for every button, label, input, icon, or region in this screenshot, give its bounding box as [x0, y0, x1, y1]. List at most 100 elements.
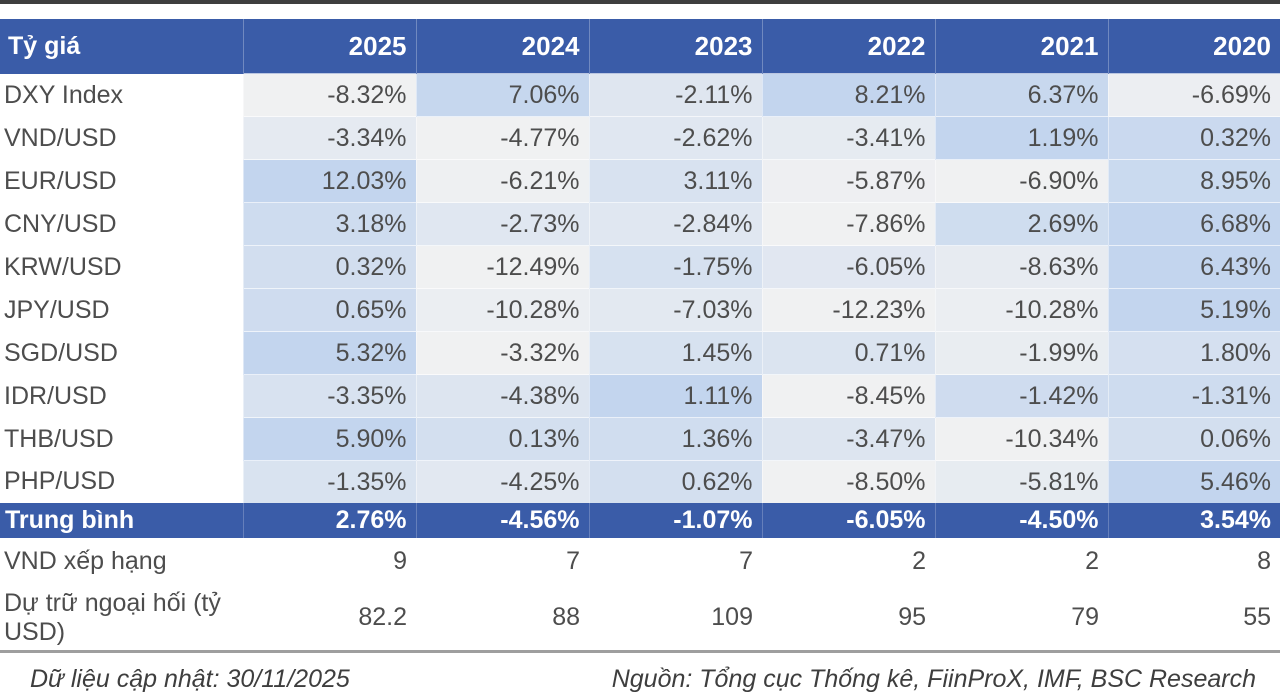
value-cell: -3.41%	[761, 116, 935, 160]
table-row: SGD/USD 5.32% -3.32% 1.45% 0.71% -1.99% 1.80%	[0, 331, 1280, 375]
table-row: VND/USD -3.34% -4.77% -2.62% -3.41% 1.19% 0.32…	[0, 116, 1280, 160]
value-cell: 2.76%	[242, 503, 416, 538]
value-cell: 55	[1108, 585, 1280, 650]
table-row: EUR/USD 12.03% -6.21% 3.11% -5.87% -6.90% 8.95…	[0, 159, 1280, 203]
value-cell: -6.21%	[415, 159, 589, 203]
row-label: JPY/USD	[0, 288, 243, 332]
value-cell: 1.19%	[934, 116, 1108, 160]
top-divider	[0, 0, 1280, 4]
row-label: SGD/USD	[0, 331, 243, 375]
value-cell: -7.86%	[761, 202, 935, 246]
value-cell: -1.75%	[588, 245, 762, 289]
value-cell: -12.23%	[761, 288, 935, 332]
value-cell: -3.32%	[415, 331, 589, 375]
row-label: EUR/USD	[0, 159, 243, 203]
table-header: Tỷ giá 2025 2024 2023 2022 2021 2020	[0, 19, 1280, 74]
value-cell: -4.50%	[934, 503, 1108, 538]
col-header-currency: Tỷ giá	[0, 19, 243, 74]
updated-note: Dữ liệu cập nhật: 30/11/2025	[30, 665, 350, 693]
value-cell: 9	[243, 538, 416, 585]
table-row: THB/USD 5.90% 0.13% 1.36% -3.47% -10.34% 0.06%	[0, 417, 1280, 461]
value-cell: 5.32%	[242, 331, 416, 375]
value-cell: 8	[1108, 538, 1280, 585]
row-label: VND/USD	[0, 116, 243, 160]
value-cell: -5.81%	[934, 460, 1108, 503]
table-row: CNY/USD 3.18% -2.73% -2.84% -7.86% 2.69% 6.68%	[0, 202, 1280, 246]
value-cell: 7	[416, 538, 589, 585]
value-cell: 0.32%	[242, 245, 416, 289]
value-cell: 0.32%	[1107, 116, 1280, 160]
row-label: DXY Index	[0, 73, 243, 117]
value-cell: -8.32%	[242, 73, 416, 117]
value-cell: 1.36%	[588, 417, 762, 461]
value-cell: 7	[589, 538, 762, 585]
row-label: THB/USD	[0, 417, 243, 461]
col-header-year-2020: 2020	[1107, 19, 1280, 74]
col-header-year-2022: 2022	[761, 19, 935, 74]
average-row: Trung bình 2.76% -4.56% -1.07% -6.05% -4.50% 3…	[0, 503, 1280, 538]
value-cell: 3.11%	[588, 159, 762, 203]
value-cell: -6.05%	[761, 245, 935, 289]
value-cell: -6.05%	[761, 503, 935, 538]
value-cell: -1.31%	[1107, 374, 1280, 418]
table-footer: Dữ liệu cập nhật: 30/11/2025 Nguồn: Tổng…	[0, 653, 1280, 694]
value-cell: 82.2	[243, 585, 416, 650]
row-label: Trung bình	[0, 503, 243, 538]
value-cell: 0.06%	[1107, 417, 1280, 461]
source-note: Nguồn: Tổng cục Thống kê, FiinProX, IMF,…	[611, 665, 1256, 693]
value-cell: 7.06%	[415, 73, 589, 117]
value-cell: 1.45%	[588, 331, 762, 375]
value-cell: -4.25%	[415, 460, 589, 503]
table-row: KRW/USD 0.32% -12.49% -1.75% -6.05% -8.63% 6.4…	[0, 245, 1280, 289]
value-cell: -1.42%	[934, 374, 1108, 418]
value-cell: 0.65%	[242, 288, 416, 332]
value-cell: 109	[589, 585, 762, 650]
row-label: PHP/USD	[0, 460, 243, 503]
value-cell: 0.71%	[761, 331, 935, 375]
value-cell: 5.19%	[1107, 288, 1280, 332]
value-cell: -1.99%	[934, 331, 1108, 375]
table-row: IDR/USD -3.35% -4.38% 1.11% -8.45% -1.42% -1.3…	[0, 374, 1280, 418]
value-cell: -4.38%	[415, 374, 589, 418]
value-cell: -6.90%	[934, 159, 1108, 203]
value-cell: -7.03%	[588, 288, 762, 332]
value-cell: -2.11%	[588, 73, 762, 117]
value-cell: 8.21%	[761, 73, 935, 117]
value-cell: 79	[935, 585, 1108, 650]
row-label: KRW/USD	[0, 245, 243, 289]
value-cell: -4.77%	[415, 116, 589, 160]
value-cell: 12.03%	[242, 159, 416, 203]
col-header-year-2024: 2024	[415, 19, 589, 74]
value-cell: 0.13%	[415, 417, 589, 461]
value-cell: -1.07%	[588, 503, 762, 538]
value-cell: 1.80%	[1107, 331, 1280, 375]
bottom-divider	[0, 650, 1280, 653]
table-row: DXY Index -8.32% 7.06% -2.11% 8.21% 6.37% -6.6…	[0, 73, 1280, 117]
fx-reserves-row: Dự trữ ngoại hối (tỷ USD) 82.2 88 109 95 79 55	[0, 585, 1280, 650]
value-cell: 6.43%	[1107, 245, 1280, 289]
value-cell: -2.62%	[588, 116, 762, 160]
value-cell: 1.11%	[588, 374, 762, 418]
value-cell: 5.90%	[242, 417, 416, 461]
value-cell: -2.84%	[588, 202, 762, 246]
value-cell: -6.69%	[1107, 73, 1280, 117]
table-header-row: Tỷ giá 2025 2024 2023 2022 2021 2020	[0, 19, 1280, 74]
fx-rates-table: Tỷ giá 2025 2024 2023 2022 2021 2020 DXY Index…	[0, 19, 1280, 650]
value-cell: -3.34%	[242, 116, 416, 160]
value-cell: 2	[935, 538, 1108, 585]
row-label: Dự trữ ngoại hối (tỷ USD)	[0, 585, 243, 650]
vnd-rank-row: VND xếp hạng 9 7 7 2 2 8	[0, 538, 1280, 585]
row-label: VND xếp hạng	[0, 538, 243, 585]
col-header-year-2023: 2023	[588, 19, 762, 74]
value-cell: -3.35%	[242, 374, 416, 418]
col-header-year-2025: 2025	[242, 19, 416, 74]
value-cell: -10.28%	[415, 288, 589, 332]
value-cell: 0.62%	[588, 460, 762, 503]
value-cell: 88	[416, 585, 589, 650]
table-row: PHP/USD -1.35% -4.25% 0.62% -8.50% -5.81% 5.46…	[0, 460, 1280, 503]
value-cell: -10.28%	[934, 288, 1108, 332]
value-cell: 2	[762, 538, 935, 585]
row-label: IDR/USD	[0, 374, 243, 418]
value-cell: -5.87%	[761, 159, 935, 203]
value-cell: -1.35%	[242, 460, 416, 503]
